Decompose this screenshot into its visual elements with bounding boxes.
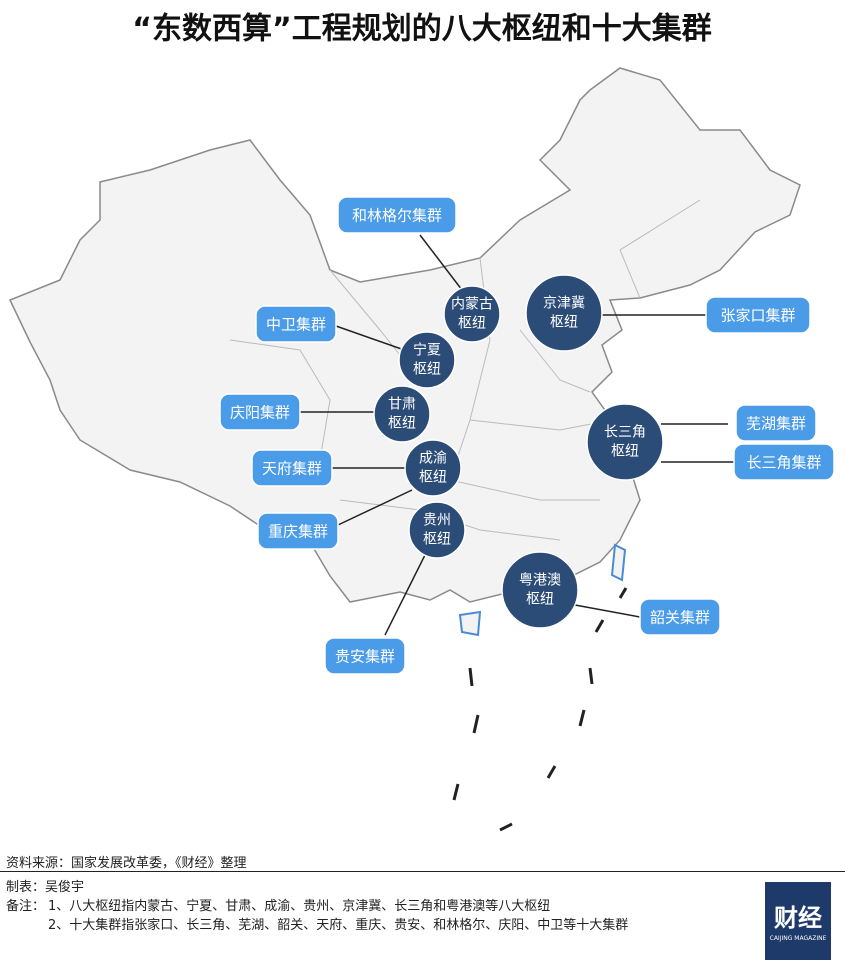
divider <box>0 871 845 872</box>
logo-subtitle: CAIJING MAGAZINE <box>769 935 827 942</box>
leader-line <box>574 604 641 618</box>
cluster-pill <box>735 404 817 442</box>
hub-label: 京津冀 <box>543 296 585 312</box>
hub-label: 枢纽 <box>413 362 441 378</box>
hub <box>404 439 462 497</box>
hub-label: 枢纽 <box>388 416 416 432</box>
cluster-label: 韶关集群 <box>650 609 710 627</box>
note: 1、八大枢纽指内蒙古、宁夏、甘肃、成渝、贵州、京津冀、长三角和粤港澳等八大枢纽 <box>48 899 551 914</box>
hainan <box>458 610 482 637</box>
hub <box>408 501 466 559</box>
cluster-pill <box>705 296 811 334</box>
hub-label: 枢纽 <box>611 444 639 460</box>
hub <box>501 551 579 629</box>
source: 资料来源：国家发展改革委，《财经》整理 <box>6 856 247 871</box>
hub-label: 枢纽 <box>526 592 554 608</box>
hub-label: 贵州 <box>423 513 451 529</box>
cluster-pill <box>255 305 337 343</box>
hub-label: 宁夏 <box>413 342 441 359</box>
taiwan <box>610 543 627 582</box>
hub-label: 长三角 <box>604 425 646 441</box>
logo: 财经 CAIJING MAGAZINE <box>765 882 831 960</box>
leader-line <box>384 554 426 636</box>
hub-label: 粤港澳 <box>519 573 561 589</box>
hub-label: 甘肃 <box>388 397 416 413</box>
cluster-pill <box>639 598 721 636</box>
cluster-pill <box>219 393 301 431</box>
title: “东数西算”工程规划的八大枢纽和十大集群 <box>132 12 711 47</box>
hub <box>398 331 456 389</box>
hub <box>443 285 501 343</box>
cluster-pill <box>251 449 333 487</box>
note: 2、十大集群指张家口、长三角、芜湖、韶关、天府、重庆、贵安、和林格尔、庆阳、中卫… <box>48 918 629 933</box>
author: 制表：吴俊宇 <box>6 880 85 895</box>
hub-label: 成渝 <box>419 451 447 467</box>
cluster-label: 重庆集群 <box>268 523 328 541</box>
nine-dash-line <box>452 587 628 832</box>
hub <box>373 385 431 443</box>
hub <box>525 274 603 352</box>
hub-label: 枢纽 <box>458 316 486 332</box>
cluster-pill <box>337 196 457 234</box>
cluster-label: 和林格尔集群 <box>352 207 442 225</box>
hub-label: 枢纽 <box>550 315 578 331</box>
leader-line <box>419 234 463 291</box>
hub-label: 枢纽 <box>423 532 451 548</box>
cluster-pill <box>257 512 339 550</box>
cluster-pill <box>733 443 835 481</box>
cluster-label: 中卫集群 <box>266 316 326 334</box>
hub-label: 枢纽 <box>419 470 447 486</box>
cluster-label: 张家口集群 <box>720 307 795 325</box>
hub-label: 内蒙古 <box>451 297 493 313</box>
leader-line <box>335 325 411 353</box>
notes-label: 备注： <box>6 899 46 914</box>
cluster-label: 天府集群 <box>262 460 322 478</box>
logo-text: 财经 <box>774 904 822 932</box>
country-outline <box>8 67 801 603</box>
cluster-pill <box>324 637 406 675</box>
cluster-label: 庆阳集群 <box>230 404 290 422</box>
cluster-label: 长三角集群 <box>746 454 821 472</box>
cluster-label: 贵安集群 <box>335 648 395 666</box>
leader-line <box>337 489 413 526</box>
cluster-label: 芜湖集群 <box>746 415 806 433</box>
map: “东数西算”工程规划的八大枢纽和十大集群 内蒙古枢纽宁夏枢纽甘肃枢纽成渝枢纽贵州… <box>8 12 835 832</box>
hub <box>586 403 664 481</box>
